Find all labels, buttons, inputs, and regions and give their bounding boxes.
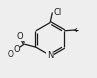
Text: O: O bbox=[17, 32, 24, 41]
Text: N: N bbox=[47, 51, 53, 60]
Text: O: O bbox=[8, 50, 14, 59]
Text: O: O bbox=[13, 45, 20, 54]
Text: Cl: Cl bbox=[53, 8, 61, 17]
